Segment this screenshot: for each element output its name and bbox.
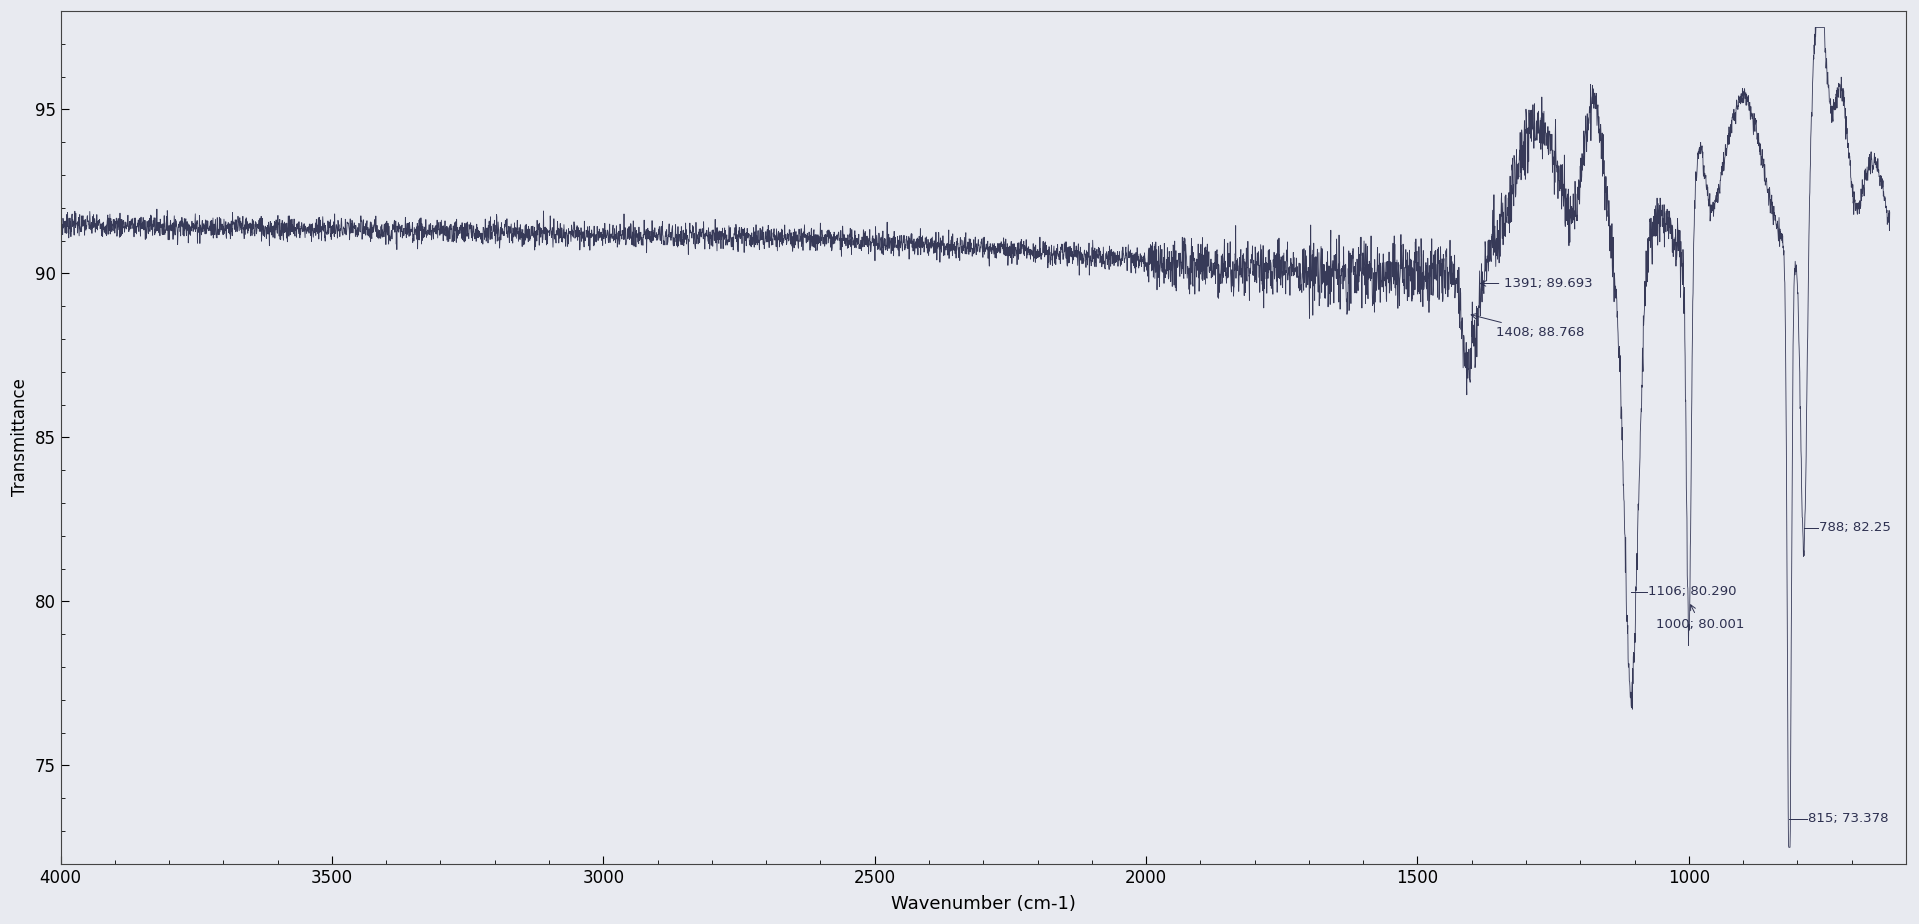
Text: 1408; 88.768: 1408; 88.768 xyxy=(1472,313,1585,339)
Text: 1106; 80.290: 1106; 80.290 xyxy=(1648,585,1737,599)
Text: 815; 73.378: 815; 73.378 xyxy=(1808,812,1888,825)
Y-axis label: Transmittance: Transmittance xyxy=(12,379,29,496)
Text: 1391; 89.693: 1391; 89.693 xyxy=(1481,277,1593,290)
X-axis label: Wavenumber (cm-1): Wavenumber (cm-1) xyxy=(890,894,1077,913)
Text: 1000; 80.001: 1000; 80.001 xyxy=(1656,605,1744,631)
Text: 788; 82.25: 788; 82.25 xyxy=(1819,521,1890,534)
